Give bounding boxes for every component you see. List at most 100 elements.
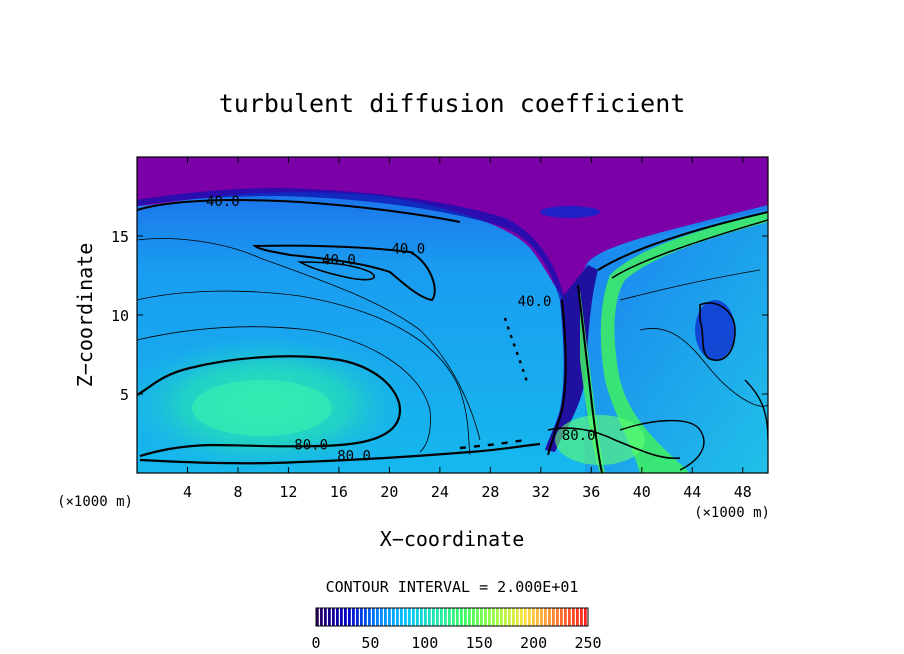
contour-line-inner-1 bbox=[137, 238, 481, 441]
x-tick-label: 36 bbox=[582, 483, 600, 501]
x-tick-label: 24 bbox=[431, 483, 449, 501]
colorbar-segment bbox=[388, 608, 391, 626]
contour-line-plume-3 bbox=[597, 211, 768, 271]
field-plume bbox=[580, 212, 768, 473]
colorbar-segment bbox=[332, 608, 335, 626]
colorbar-segment bbox=[564, 608, 567, 626]
colorbar-segment bbox=[504, 608, 507, 626]
chart-title: turbulent diffusion coefficient bbox=[219, 89, 686, 118]
colorbar-segment bbox=[556, 608, 559, 626]
contour-line-80-outer bbox=[137, 355, 402, 458]
contour-line-right-3 bbox=[619, 419, 705, 471]
colorbar-segment bbox=[524, 608, 527, 626]
contour-label: 80.0 bbox=[562, 428, 596, 444]
colorbar-segment bbox=[540, 608, 543, 626]
colorbar-segment bbox=[444, 608, 447, 626]
colorbar-segment bbox=[528, 608, 531, 626]
colorbar-segment bbox=[536, 608, 539, 626]
colorbar-segment bbox=[372, 608, 375, 626]
contour-line-right-1 bbox=[619, 269, 761, 301]
colorbar bbox=[315, 607, 589, 627]
colorbar-segment bbox=[384, 608, 387, 626]
colorbar-segment bbox=[580, 608, 583, 626]
colorbar-segment bbox=[572, 608, 575, 626]
contour-labels: 40.0 40.0 40.0 40.0 80.0 80.0 80.0 bbox=[206, 194, 596, 464]
contour-line-right-blob bbox=[699, 302, 736, 361]
contour-line-plume-2 bbox=[577, 284, 603, 473]
contour-line-inner-2 bbox=[137, 290, 471, 456]
y-axis-title: Z−coordinate bbox=[73, 243, 97, 388]
colorbar-segment bbox=[500, 608, 503, 626]
colorbar-segment bbox=[356, 608, 359, 626]
y-tick-label: 10 bbox=[111, 307, 129, 325]
contour-line-dashes-2 bbox=[503, 317, 530, 386]
contour-label: 80.0 bbox=[294, 438, 328, 454]
colorbar-segment bbox=[496, 608, 499, 626]
colorbar-segment bbox=[432, 608, 435, 626]
colorbar-segment bbox=[512, 608, 515, 626]
colorbar-segment bbox=[532, 608, 535, 626]
contour-label: 40.0 bbox=[206, 194, 240, 210]
colorbar-segment bbox=[324, 608, 327, 626]
x-tick-label: 40 bbox=[633, 483, 651, 501]
x-tick-label: 44 bbox=[683, 483, 701, 501]
x-unit-right: (×1000 m) bbox=[694, 505, 770, 521]
colorbar-segment bbox=[404, 608, 407, 626]
colorbar-segment bbox=[464, 608, 467, 626]
colorbar-segment bbox=[396, 608, 399, 626]
colorbar-segment bbox=[492, 608, 495, 626]
contour-line-plume-1 bbox=[547, 299, 567, 456]
colorbar-segment bbox=[360, 608, 363, 626]
colorbar-segment bbox=[408, 608, 411, 626]
contour-line-40-top bbox=[137, 199, 461, 223]
colorbar-segment bbox=[420, 608, 423, 626]
field-plot bbox=[137, 157, 768, 473]
colorbar-segment bbox=[348, 608, 351, 626]
colorbar-tick-label: 0 bbox=[311, 634, 320, 652]
colorbar-segment bbox=[476, 608, 479, 626]
colorbar-frame bbox=[315, 607, 589, 627]
colorbar-ticks: 0 50 100 150 200 250 bbox=[311, 634, 601, 652]
contour-line-plume-4 bbox=[611, 219, 768, 279]
colorbar-segment bbox=[440, 608, 443, 626]
contour-label: 80.0 bbox=[337, 449, 371, 465]
colorbar-tick-label: 200 bbox=[520, 634, 547, 652]
colorbar-segment bbox=[328, 608, 331, 626]
colorbar-segment bbox=[552, 608, 555, 626]
field-top-layer bbox=[137, 157, 768, 300]
colorbar-segment bbox=[508, 608, 511, 626]
colorbar-tick-label: 150 bbox=[466, 634, 493, 652]
x-tick-label: 16 bbox=[330, 483, 348, 501]
field-plume-base bbox=[555, 415, 645, 465]
colorbar-segment bbox=[320, 608, 323, 626]
contour-line-40-mid bbox=[252, 244, 436, 302]
x-axis-title: X−coordinate bbox=[380, 527, 525, 551]
colorbar-segment bbox=[516, 608, 519, 626]
colorbar-tick-label: 50 bbox=[361, 634, 379, 652]
x-tick-label: 8 bbox=[233, 483, 242, 501]
colorbar-segment bbox=[520, 608, 523, 626]
colorbar-segment bbox=[364, 608, 367, 626]
colorbar-segment bbox=[412, 608, 415, 626]
x-tick-label: 12 bbox=[279, 483, 297, 501]
contour-interval-text: CONTOUR INTERVAL = 2.000E+01 bbox=[326, 578, 579, 596]
colorbar-tick-label: 250 bbox=[574, 634, 601, 652]
colorbar-segment bbox=[452, 608, 455, 626]
contour-line-80-plume bbox=[547, 427, 681, 460]
colorbar-segment bbox=[392, 608, 395, 626]
colorbar-segment bbox=[416, 608, 419, 626]
colorbar-segment bbox=[400, 608, 403, 626]
colorbar-segment bbox=[340, 608, 343, 626]
colorbar-segment bbox=[316, 608, 319, 626]
x-axis: 4 8 12 16 20 24 28 32 36 40 44 48 bbox=[183, 157, 752, 501]
field-right-blob bbox=[695, 300, 735, 360]
contour-line-80-lower bbox=[139, 442, 541, 465]
x-tick-label: 48 bbox=[734, 483, 752, 501]
colorbar-segment bbox=[480, 608, 483, 626]
colorbar-segment bbox=[460, 608, 463, 626]
colorbar-segment bbox=[584, 608, 587, 626]
contour-label: 40.0 bbox=[322, 253, 356, 269]
colorbar-segment bbox=[544, 608, 547, 626]
colorbar-segment bbox=[436, 608, 439, 626]
y-axis: 5 10 15 bbox=[111, 228, 768, 404]
